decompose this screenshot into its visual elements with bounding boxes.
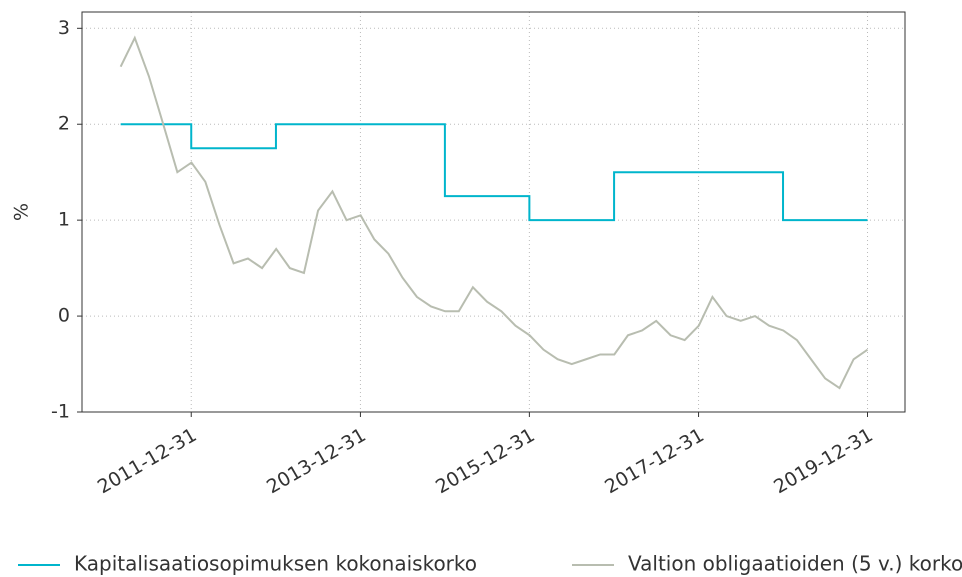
y-tick-label: 1	[58, 209, 70, 231]
x-tick-label: 2017-12-31	[601, 424, 708, 498]
x-tick-label: 2019-12-31	[770, 424, 877, 498]
series-line	[119, 35, 869, 390]
y-tick-label: 3	[58, 17, 70, 39]
legend-label: Valtion obligaatioiden (5 v.) korko	[628, 552, 962, 576]
y-tick-label: 2	[58, 113, 70, 135]
y-axis-label: %	[11, 203, 33, 221]
y-tick-label: 0	[58, 305, 70, 327]
x-tick-label: 2013-12-31	[263, 424, 370, 498]
series-line	[120, 123, 868, 222]
y-tick-label: -1	[51, 401, 70, 423]
plot-border	[81, 11, 906, 413]
x-tick-label: 2015-12-31	[432, 424, 539, 498]
x-tick-label: 2011-12-31	[94, 424, 201, 498]
legend-label: Kapitalisaatiosopimuksen kokonaiskorko	[74, 552, 477, 576]
